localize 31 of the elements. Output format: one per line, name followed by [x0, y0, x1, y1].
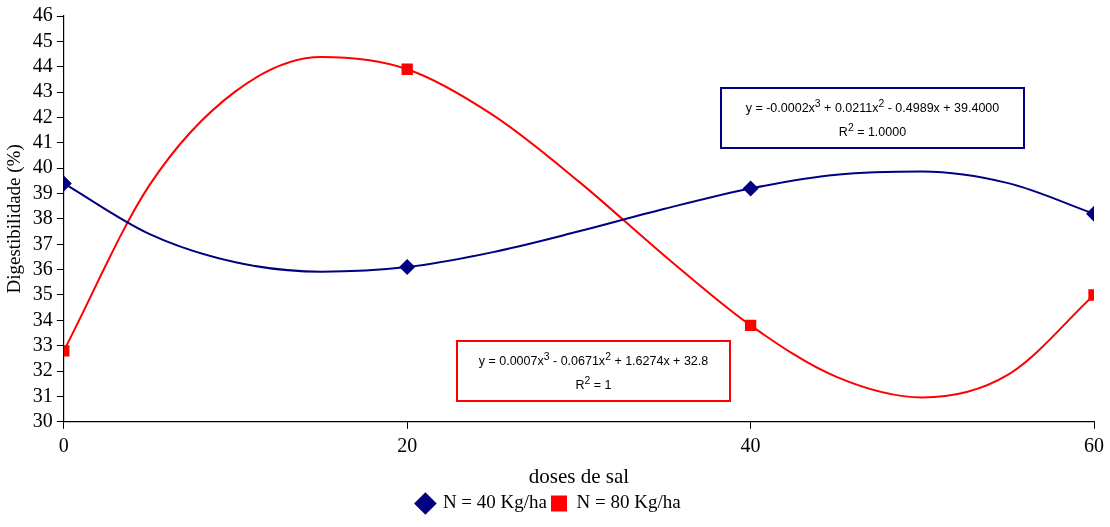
y-tick-label: 38 — [32, 206, 53, 229]
x-tick-label: 60 — [1084, 434, 1104, 457]
y-tick-label: 43 — [32, 79, 53, 102]
annotation: y = -0.0002x$^{3}$ + 0.0211x$^{2}$ - 0.4989x + 39.4000 — [744, 97, 1001, 118]
y-tick-label: 39 — [32, 180, 53, 203]
y-tick-label: 44 — [32, 53, 53, 76]
x-tick-label: 0 — [58, 434, 69, 457]
y-tick-label: 31 — [32, 383, 53, 406]
annotation: y = 0.0007x$^{3}$ - 0.0671x$^{2}$ + 1.6274x + 32.8 — [477, 350, 710, 371]
y-tick-label: 34 — [32, 307, 53, 330]
y-axis-title: Digestibilidade (%) — [3, 144, 26, 294]
y-tick-label: 32 — [32, 358, 53, 381]
x-axis-title: doses de sal — [528, 463, 630, 488]
x-tick-label: 40 — [740, 434, 761, 457]
y-tick-label: 41 — [32, 130, 53, 153]
y-tick-label: 36 — [32, 256, 53, 279]
x-tick-label: 20 — [397, 434, 418, 457]
annotation: R$^{2}$ = 1 — [574, 374, 613, 395]
y-tick-label: 42 — [32, 104, 53, 127]
legend-label: N = 40 Kg/ha — [442, 491, 548, 513]
equation-box: y = 0.0007x$^{3}$ - 0.0671x$^{2}$ + 1.6274x + 32.8 R$^{2}$ = 1 — [456, 340, 731, 403]
y-tick-label: 40 — [32, 155, 53, 178]
y-tick-label: 37 — [32, 231, 53, 254]
y-tick-label: 45 — [32, 28, 53, 51]
y-tick-label: 46 — [32, 3, 53, 26]
equation-box: y = -0.0002x$^{3}$ + 0.0211x$^{2}$ - 0.4989x + 39.4000 R$^{2}$ = 1.0000 — [720, 87, 1025, 150]
legend-label: N = 80 Kg/ha — [576, 491, 682, 513]
y-tick-label: 35 — [32, 282, 53, 305]
y-tick-label: 30 — [32, 409, 53, 432]
y-tick-label: 33 — [32, 332, 53, 355]
annotation: R$^{2}$ = 1.0000 — [837, 121, 908, 142]
